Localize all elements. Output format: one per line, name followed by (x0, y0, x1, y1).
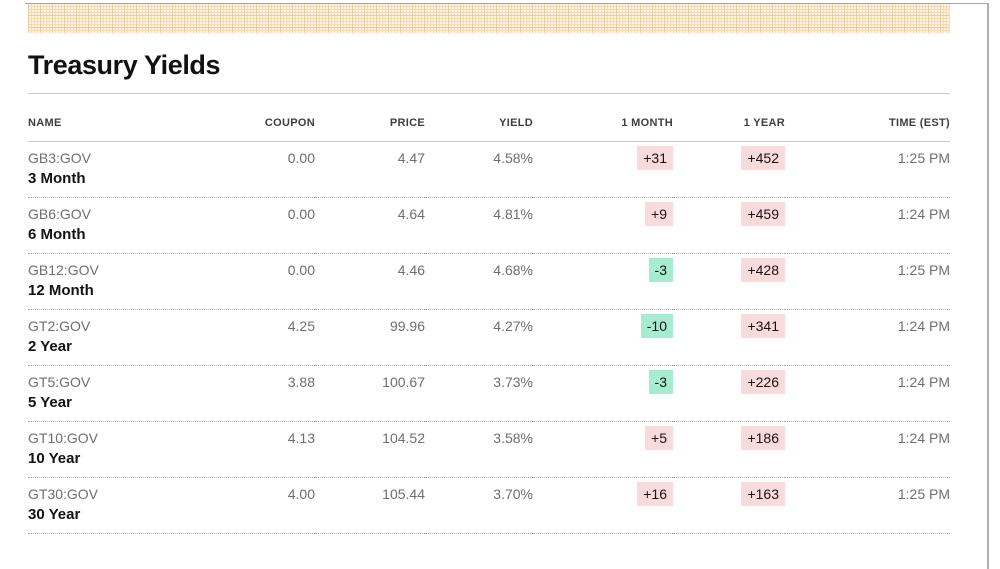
yield-value: 3.73% (425, 365, 533, 422)
price-value: 99.96 (315, 309, 425, 366)
one-month-change-badge: +16 (637, 482, 673, 506)
table-row: GT5:GOV 5 Year 3.88 100.67 3.73% -3 +226… (28, 365, 950, 422)
ticker-link[interactable]: GT10:GOV (28, 430, 99, 446)
one-month-change-badge: -3 (648, 370, 673, 394)
coupon-value: 4.00 (200, 477, 315, 534)
ticker-link[interactable]: GB3:GOV (28, 150, 92, 166)
one-year-change-badge: +186 (741, 426, 785, 450)
column-header-price: PRICE (315, 94, 425, 142)
time-value: 1:24 PM (785, 365, 950, 422)
column-header-yield: YIELD (425, 94, 533, 142)
table-row: GB6:GOV 6 Month 0.00 4.64 4.81% +9 +459 … (28, 197, 950, 254)
one-month-change-badge: -10 (640, 314, 673, 338)
yield-value: 3.70% (425, 477, 533, 534)
ticker-link[interactable]: GT2:GOV (28, 318, 91, 334)
table-row: GB3:GOV 3 Month 0.00 4.47 4.58% +31 +452… (28, 141, 950, 198)
price-value: 100.67 (315, 365, 425, 422)
ticker-link[interactable]: GT5:GOV (28, 374, 91, 390)
yield-value: 3.58% (425, 421, 533, 478)
page-title: Treasury Yields (28, 50, 221, 80)
price-value: 4.46 (315, 253, 425, 310)
price-value: 4.64 (315, 197, 425, 254)
price-value: 105.44 (315, 477, 425, 534)
column-header-time: TIME (EST) (785, 94, 950, 142)
yield-value: 4.81% (425, 197, 533, 254)
yield-value: 4.27% (425, 309, 533, 366)
one-year-change-badge: +341 (741, 314, 785, 338)
one-year-change-badge: +163 (741, 482, 785, 506)
coupon-value: 0.00 (200, 141, 315, 198)
time-value: 1:24 PM (785, 309, 950, 366)
price-value: 4.47 (315, 141, 425, 198)
instrument-name: 6 Month (28, 226, 86, 243)
coupon-value: 4.25 (200, 309, 315, 366)
table-row: GT2:GOV 2 Year 4.25 99.96 4.27% -10 +341… (28, 309, 950, 366)
treasury-yields-table: NAME COUPON PRICE YIELD 1 MONTH 1 YEAR T… (28, 94, 950, 534)
ticker-link[interactable]: GB12:GOV (28, 262, 99, 278)
instrument-name: 30 Year (28, 506, 81, 523)
time-value: 1:25 PM (785, 253, 950, 310)
column-header-1year: 1 YEAR (673, 94, 785, 142)
one-month-change-badge: +5 (645, 426, 673, 450)
time-value: 1:25 PM (785, 477, 950, 534)
column-header-1month: 1 MONTH (533, 94, 673, 142)
coupon-value: 4.13 (200, 421, 315, 478)
instrument-name: 12 Month (28, 282, 94, 299)
one-month-change-badge: -3 (648, 258, 673, 282)
price-value: 104.52 (315, 421, 425, 478)
table-row: GT10:GOV 10 Year 4.13 104.52 3.58% +5 +1… (28, 421, 950, 478)
yield-value: 4.68% (425, 253, 533, 310)
ticker-link[interactable]: GB6:GOV (28, 206, 92, 222)
time-value: 1:24 PM (785, 197, 950, 254)
coupon-value: 0.00 (200, 197, 315, 254)
instrument-name: 5 Year (28, 394, 72, 411)
column-header-coupon: COUPON (200, 94, 315, 142)
table-row: GT30:GOV 30 Year 4.00 105.44 3.70% +16 +… (28, 477, 950, 534)
table-row: GB12:GOV 12 Month 0.00 4.46 4.68% -3 +42… (28, 253, 950, 310)
coupon-value: 3.88 (200, 365, 315, 422)
instrument-name: 2 Year (28, 338, 72, 355)
coupon-value: 0.00 (200, 253, 315, 310)
one-year-change-badge: +428 (741, 258, 785, 282)
instrument-name: 10 Year (28, 450, 81, 467)
time-value: 1:24 PM (785, 421, 950, 478)
treasury-yields-panel: Treasury Yields NAME COUPON PRICE YIELD … (28, 3, 950, 534)
decorative-pattern-band (28, 3, 950, 33)
title-divider (28, 93, 950, 94)
ticker-link[interactable]: GT30:GOV (28, 486, 99, 502)
column-header-name: NAME (28, 94, 200, 142)
time-value: 1:25 PM (785, 141, 950, 198)
one-month-change-badge: +9 (645, 202, 673, 226)
one-month-change-badge: +31 (637, 146, 673, 170)
one-year-change-badge: +452 (741, 146, 785, 170)
one-year-change-badge: +459 (741, 202, 785, 226)
yield-value: 4.58% (425, 141, 533, 198)
instrument-name: 3 Month (28, 170, 86, 187)
one-year-change-badge: +226 (741, 370, 785, 394)
table-header-row: NAME COUPON PRICE YIELD 1 MONTH 1 YEAR T… (28, 94, 950, 142)
